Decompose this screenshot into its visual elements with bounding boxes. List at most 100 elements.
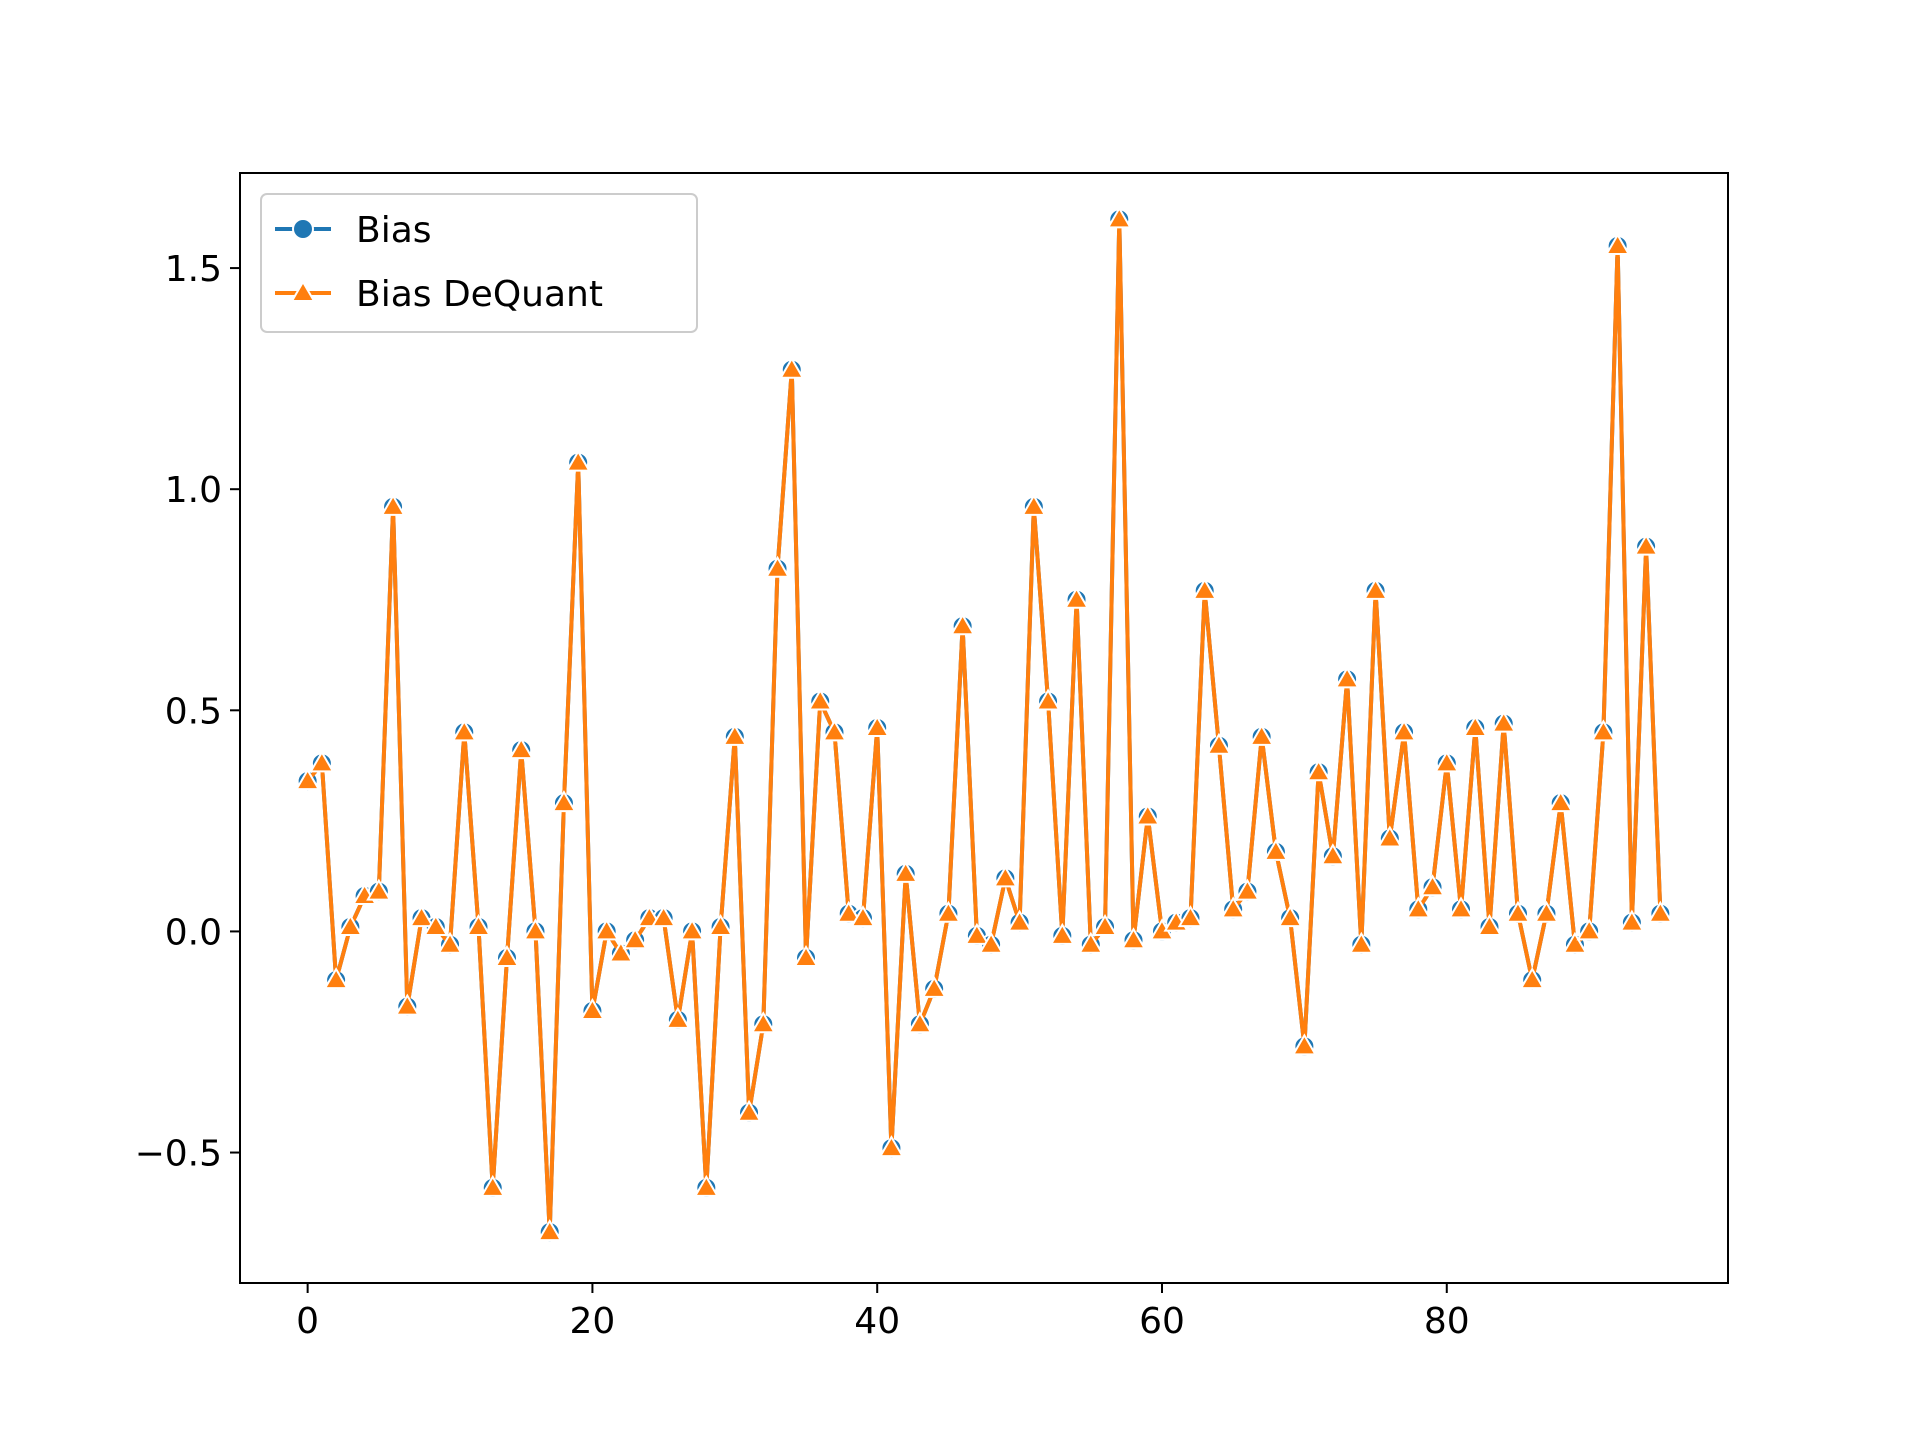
data-point: [650, 905, 677, 928]
y-tick-label: −0.5: [135, 1134, 222, 1175]
data-point: [1206, 732, 1232, 755]
data-point: [1434, 750, 1460, 773]
data-point: [494, 944, 520, 967]
data-point: [921, 975, 947, 998]
legend-marker-bias-dequant: [290, 280, 316, 302]
data-point: [935, 900, 962, 923]
legend-label-bias: Bias: [356, 210, 432, 251]
data-point: [907, 1011, 933, 1034]
data-point: [693, 1174, 720, 1197]
data-point: [1348, 931, 1375, 954]
data-point: [1490, 710, 1517, 733]
data-point: [622, 927, 648, 950]
data-point: [1334, 666, 1360, 689]
data-point: [1291, 1033, 1318, 1056]
data-point: [1234, 878, 1261, 901]
data-point: [1462, 715, 1488, 737]
legend-entry-bias-dequant: Bias DeQuant: [275, 274, 603, 315]
x-axis: 0 20 40 60 80: [296, 1283, 1470, 1342]
data-point: [821, 719, 848, 742]
x-tick-label: 40: [854, 1301, 900, 1342]
data-point: [408, 905, 435, 928]
x-tick-label: 80: [1424, 1301, 1470, 1342]
data-point: [949, 613, 976, 636]
data-point: [992, 865, 1019, 888]
data-point: [565, 449, 591, 472]
data-point: [608, 940, 634, 963]
data-point: [1135, 803, 1161, 826]
y-tick-label: 1.0: [165, 470, 222, 511]
y-axis: −0.5 0.0 0.5 1.0 1.5: [135, 249, 240, 1175]
series-bias-dequant: [294, 206, 1674, 1242]
x-tick-label: 0: [296, 1301, 319, 1342]
data-point: [665, 1006, 691, 1029]
data-point: [835, 900, 862, 923]
data-point: [508, 737, 534, 760]
data-point: [1263, 838, 1289, 861]
data-point: [1505, 900, 1531, 923]
data-point: [892, 860, 919, 883]
data-point: [551, 790, 577, 813]
data-point: [1092, 914, 1118, 937]
data-point: [1049, 922, 1076, 945]
data-point: [579, 998, 606, 1021]
data-point: [337, 914, 364, 937]
data-point: [309, 750, 335, 773]
data-point: [679, 918, 705, 941]
data-point: [1448, 896, 1474, 919]
series-layer: [294, 206, 1674, 1244]
data-point: [1035, 688, 1061, 711]
data-point: [1519, 967, 1545, 990]
data-point: [1633, 533, 1659, 556]
data-point: [1405, 896, 1432, 919]
data-point: [1604, 232, 1631, 255]
data-point: [793, 944, 819, 967]
data-point: [1419, 874, 1446, 897]
data-point: [480, 1174, 506, 1197]
data-point: [1647, 900, 1674, 923]
data-point: [1547, 790, 1574, 813]
data-point: [593, 918, 620, 941]
legend-marker-bias: [292, 218, 314, 240]
x-tick-label: 20: [570, 1301, 616, 1342]
data-point: [864, 715, 890, 737]
data-point: [380, 493, 406, 516]
data-point: [437, 931, 463, 954]
data-point: [1220, 896, 1246, 919]
data-point: [522, 918, 549, 941]
data-point: [536, 1219, 563, 1242]
y-tick-label: 0.0: [165, 912, 222, 953]
data-point: [1021, 493, 1047, 516]
data-point: [465, 914, 492, 937]
data-point: [978, 931, 1004, 954]
data-point: [294, 768, 321, 791]
data-point: [1120, 927, 1147, 950]
data-point: [1391, 719, 1417, 742]
data-point: [807, 688, 833, 711]
data-point: [1377, 825, 1403, 848]
data-point: [394, 993, 421, 1016]
x-tick-label: 60: [1139, 1301, 1185, 1342]
data-point: [1191, 577, 1218, 600]
data-point: [1177, 905, 1204, 928]
data-point: [1106, 206, 1133, 229]
data-point: [1277, 905, 1303, 928]
data-point: [1248, 723, 1275, 746]
legend-box: [260, 193, 698, 333]
data-point: [779, 356, 805, 379]
data-point: [707, 914, 734, 937]
data-point: [323, 967, 349, 990]
data-point: [1590, 719, 1617, 742]
data-point: [750, 1011, 777, 1034]
data-point: [1576, 918, 1602, 941]
y-tick-label: 0.5: [165, 691, 222, 732]
legend-label-bias-dequant: Bias DeQuant: [356, 274, 603, 315]
data-point: [1063, 586, 1090, 609]
legend: Bias Bias DeQuant: [260, 193, 698, 333]
data-point: [1362, 577, 1389, 600]
data-point: [1078, 931, 1104, 954]
data-point: [878, 1135, 905, 1158]
data-point: [764, 555, 791, 578]
legend-entry-bias: Bias: [275, 210, 432, 251]
